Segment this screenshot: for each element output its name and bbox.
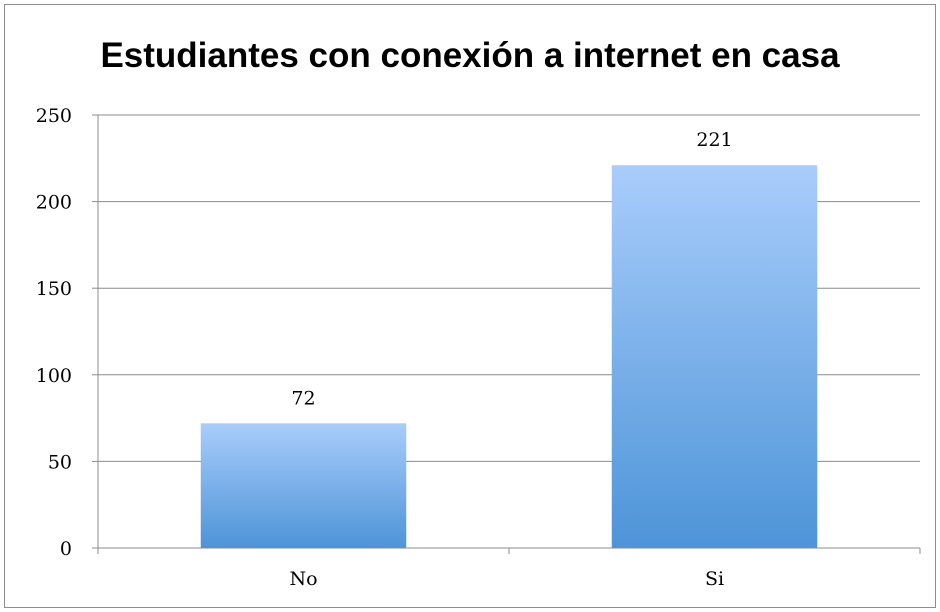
y-tick-label-150: 150 — [36, 278, 72, 300]
y-tick-label-250: 250 — [36, 105, 72, 127]
x-category-label-si: Si — [705, 568, 724, 590]
bar-no — [200, 423, 407, 548]
x-category-label-no: No — [289, 568, 317, 590]
bar-si — [611, 165, 818, 548]
y-tick-label-0: 0 — [60, 538, 72, 560]
bars — [200, 165, 818, 548]
y-tick-label-100: 100 — [36, 365, 72, 387]
data-label-no: 72 — [291, 387, 315, 409]
y-tick-label-50: 50 — [48, 451, 72, 473]
chart-title: Estudiantes con conexión a internet en c… — [100, 36, 840, 75]
data-label-si: 221 — [696, 129, 732, 151]
y-tick-label-200: 200 — [36, 192, 72, 214]
labels: 0 50 100 150 200 250 72 No 221 Si — [36, 105, 733, 590]
